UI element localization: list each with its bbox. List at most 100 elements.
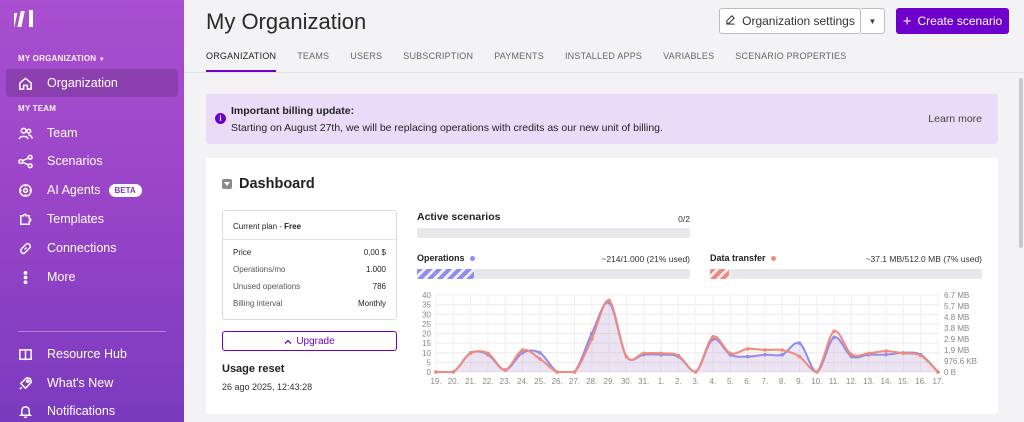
- x-tick-label: 21.: [465, 377, 476, 386]
- more-vertical-icon: [17, 269, 33, 285]
- active-scenarios-value: 0/2: [678, 214, 690, 224]
- operations-value: ~214/1.000 (21% used): [601, 254, 690, 264]
- operations-metric: Operations: [417, 253, 475, 263]
- data-transfer-dot-icon: [770, 255, 776, 261]
- y-left-tick-label: 30: [422, 310, 431, 319]
- current-plan-name: Free: [284, 222, 302, 231]
- current-plan-label: Current plan -: [233, 222, 285, 231]
- scrollbar-thumb[interactable]: [1019, 78, 1023, 248]
- y-right-tick-label: 976.6 KB: [944, 357, 977, 366]
- tab-organization[interactable]: ORGANIZATION: [206, 51, 277, 72]
- tab-payments[interactable]: PAYMENTS: [494, 51, 544, 61]
- data-transfer-metric: Data transfer: [710, 253, 776, 263]
- sidebar-item-resource-hub[interactable]: Resource Hub: [6, 340, 178, 368]
- data-point: [520, 350, 525, 355]
- org-switcher-label: MY ORGANIZATION: [18, 54, 97, 63]
- plan-row-value: Monthly: [357, 299, 386, 308]
- x-tick-label: 6.: [744, 377, 751, 386]
- data-point: [607, 298, 611, 303]
- org-switcher[interactable]: MY ORGANIZATION ▼: [18, 54, 105, 63]
- sidebar-item-scenarios[interactable]: Scenarios: [6, 147, 178, 175]
- sidebar-item-label: What's New: [47, 376, 114, 390]
- team-section-label: MY TEAM: [18, 104, 57, 113]
- x-tick-label: 25.: [534, 377, 545, 386]
- sidebar-item-notifications[interactable]: Notifications: [6, 397, 178, 422]
- current-plan: Current plan - Free: [233, 222, 301, 231]
- plan-row-key: Price: [233, 248, 252, 257]
- data-transfer-bar-fill: [710, 269, 730, 279]
- x-tick-label: 11.: [829, 377, 840, 386]
- sidebar-item-templates[interactable]: Templates: [6, 205, 178, 233]
- x-tick-label: 26.: [552, 377, 563, 386]
- plan-row-unused-operations: Unused operations 786: [233, 282, 386, 291]
- tab-variables[interactable]: VARIABLES: [663, 51, 715, 61]
- series-area-0: [436, 302, 938, 372]
- plan-row-value: 1.000: [365, 265, 386, 274]
- plan-row-key: Operations/mo: [233, 265, 286, 274]
- data-point: [918, 353, 923, 358]
- make-logo-icon[interactable]: [14, 10, 36, 28]
- usage-reset-title: Usage reset: [222, 363, 285, 375]
- data-point: [693, 370, 698, 374]
- plan-row-price: Price 0,00 $: [233, 248, 386, 257]
- x-tick-label: 1.: [658, 377, 665, 386]
- learn-more-link[interactable]: Learn more: [928, 113, 982, 125]
- sidebar-item-connections[interactable]: Connections: [6, 234, 178, 262]
- ai-agent-icon: [17, 182, 33, 198]
- data-transfer-label: Data transfer: [710, 253, 766, 263]
- organization-settings-button[interactable]: Organization settings: [719, 8, 861, 34]
- y-left-tick-label: 40: [422, 291, 431, 300]
- data-point: [711, 335, 715, 339]
- sidebar-item-whats-new[interactable]: What's New: [6, 369, 178, 397]
- chevron-down-icon: ▼: [98, 57, 105, 63]
- data-point: [745, 354, 750, 359]
- tab-subscription[interactable]: SUBSCRIPTION: [403, 51, 474, 61]
- plan-box: Current plan - Free Price 0,00 $ Operati…: [222, 210, 397, 320]
- sidebar-item-team[interactable]: Team: [6, 119, 178, 147]
- settings-dropdown-button[interactable]: ▼: [861, 8, 885, 34]
- data-point: [728, 351, 733, 356]
- create-scenario-button[interactable]: + Create scenario: [896, 8, 1009, 34]
- data-point: [538, 350, 542, 355]
- x-tick-label: 29.: [604, 377, 615, 386]
- data-point: [641, 351, 646, 356]
- upgrade-button[interactable]: Upgrade: [222, 331, 397, 351]
- operations-label: Operations: [417, 253, 465, 263]
- x-tick-label: 19.: [430, 377, 441, 386]
- tab-scenario-properties[interactable]: SCENARIO PROPERTIES: [735, 51, 847, 61]
- data-point: [884, 352, 888, 357]
- banner-title: Important billing update:: [231, 105, 355, 117]
- banner-text: Starting on August 27th, we will be repl…: [231, 122, 663, 134]
- edit-icon: [725, 14, 736, 28]
- beta-badge: BETA: [108, 183, 142, 197]
- sidebar-item-label: Connections: [47, 241, 117, 255]
- sidebar-item-organization[interactable]: Organization: [6, 69, 178, 97]
- organization-settings-label: Organization settings: [742, 14, 855, 28]
- bell-icon: [17, 403, 33, 419]
- series-area-1: [436, 300, 938, 372]
- sidebar-item-ai-agents[interactable]: AI Agents BETA: [6, 176, 178, 204]
- x-tick-label: 20.: [448, 377, 459, 386]
- operations-bar-fill: [417, 269, 475, 279]
- dashboard-card: Dashboard Current plan - Free Price 0,00…: [206, 158, 998, 414]
- page-title: My Organization: [206, 9, 367, 34]
- sidebar-divider: [18, 331, 166, 332]
- sidebar-item-label: Scenarios: [47, 154, 103, 168]
- rocket-icon: [17, 375, 33, 391]
- tab-users[interactable]: USERS: [350, 51, 383, 61]
- collapse-toggle-icon[interactable]: [222, 179, 232, 189]
- data-point: [555, 370, 559, 374]
- data-point: [572, 370, 577, 374]
- x-tick-label: 31.: [638, 377, 649, 386]
- tab-installed-apps[interactable]: INSTALLED APPS: [564, 51, 643, 61]
- data-point: [589, 337, 594, 341]
- x-tick-label: 3.: [692, 377, 699, 386]
- data-point: [936, 370, 940, 374]
- tab-teams[interactable]: TEAMS: [297, 51, 330, 61]
- info-icon: i: [215, 113, 226, 124]
- sidebar-item-more[interactable]: More: [6, 263, 178, 291]
- data-point: [884, 349, 888, 353]
- plan-row-billing-interval: Billing interval Monthly: [233, 299, 386, 308]
- y-left-tick-label: 5: [427, 358, 432, 367]
